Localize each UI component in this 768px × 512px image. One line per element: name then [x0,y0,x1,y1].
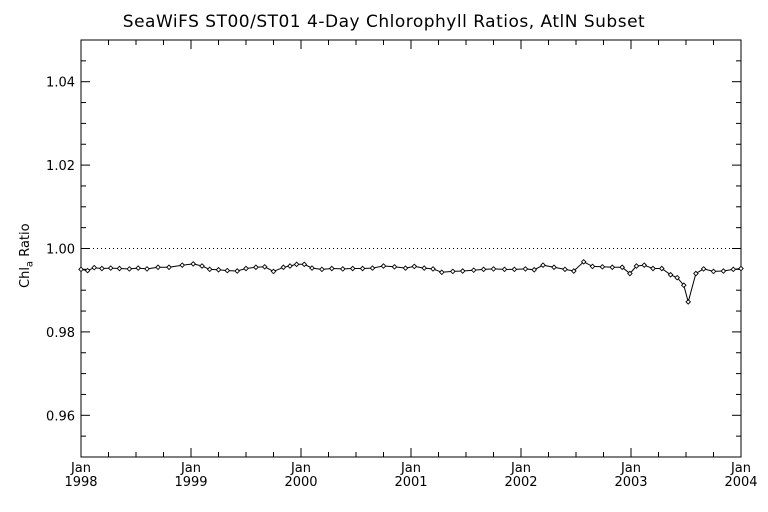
data-point [658,265,665,272]
data-point [91,264,98,271]
data-point [730,266,737,273]
y-tick-label: 1.00 [46,243,75,258]
x-tick-label-month: Jan [730,461,751,476]
data-point [116,265,123,272]
data-point [78,266,84,273]
data-point [633,263,640,269]
data-point [380,263,387,269]
data-point [270,268,277,275]
y-axis-label-subscript: a [24,260,36,268]
data-point [155,264,161,271]
data-point [641,262,648,269]
y-tick-label: 1.02 [46,159,75,174]
data-point [580,259,587,265]
data-point [438,269,445,276]
data-point [215,266,222,273]
data-point [199,263,205,269]
data-point [411,263,418,270]
data-point [562,266,568,273]
y-axis-label-main: Chl [18,267,33,288]
data-point [126,266,133,272]
data-point [599,264,606,270]
data-point [459,268,466,274]
data-point [391,264,398,270]
data-point [470,267,477,274]
data-point [570,268,577,274]
chart-title: SeaWiFS ST00/ST01 4-Day Chlorophyll Rati… [122,12,646,32]
data-point [540,262,546,269]
y-tick-label: 1.04 [46,76,75,91]
plot-frame [80,39,742,458]
data-point [84,267,91,274]
data-point [720,268,727,274]
x-tick-label-year: 2002 [504,475,537,490]
data-point [328,265,335,272]
data-point [107,265,114,271]
data-point [339,266,346,272]
data-point [685,299,692,305]
data-point [430,266,436,272]
x-tick-label-month: Jan [510,461,531,476]
y-axis-label-suffix: Ratio [18,223,33,261]
x-tick-label-month: Jan [400,461,421,476]
data-point [667,271,674,278]
series-line [80,261,742,304]
data-point [166,264,172,271]
data-point [480,266,487,273]
data-point [206,266,213,273]
data-point [359,265,366,272]
data-point [511,266,518,273]
data-point [319,266,325,273]
data-point [309,265,315,271]
x-tick-label-year: 2001 [394,475,427,490]
data-point [650,265,656,272]
data-point [261,264,268,270]
data-point [421,265,428,271]
data-point [619,264,626,271]
data-point [609,264,616,271]
data-point [522,266,529,272]
data-point [693,270,699,277]
x-tick-label-month: Jan [290,461,311,476]
data-point [349,265,356,272]
data-point [551,264,557,271]
data-point [501,266,508,273]
y-tick-label: 0.96 [46,409,75,424]
data-point [449,268,456,275]
data-point [234,268,241,274]
data-point [589,263,596,270]
data-point [135,265,142,271]
data-point [179,262,186,269]
x-tick-label-year: 2004 [724,475,757,490]
data-point [710,268,717,275]
data-point [293,261,300,268]
data-point [531,266,538,273]
data-point [301,261,308,268]
data-point [369,265,376,271]
data-point [253,264,259,271]
y-tick-label: 0.98 [46,326,75,341]
x-tick-label-year: 1998 [64,475,97,490]
data-point [680,282,687,289]
x-tick-label-month: Jan [180,461,201,476]
data-point [280,264,287,271]
data-point [287,263,293,269]
x-tick-label-year: 2000 [284,475,317,490]
data-point [224,267,231,274]
x-tick-label-year: 2003 [614,475,647,490]
data-point [700,266,707,272]
data-point [144,266,150,272]
x-tick-label-year: 1999 [174,475,207,490]
x-tick-label-month: Jan [620,461,641,476]
x-tick-label-month: Jan [70,461,91,476]
data-point [490,266,497,272]
data-point [627,270,633,277]
data-point [402,265,409,271]
data-point [190,261,197,267]
data-point [738,265,744,272]
data-point [99,265,105,272]
data-point [674,274,681,281]
data-point [243,265,249,272]
